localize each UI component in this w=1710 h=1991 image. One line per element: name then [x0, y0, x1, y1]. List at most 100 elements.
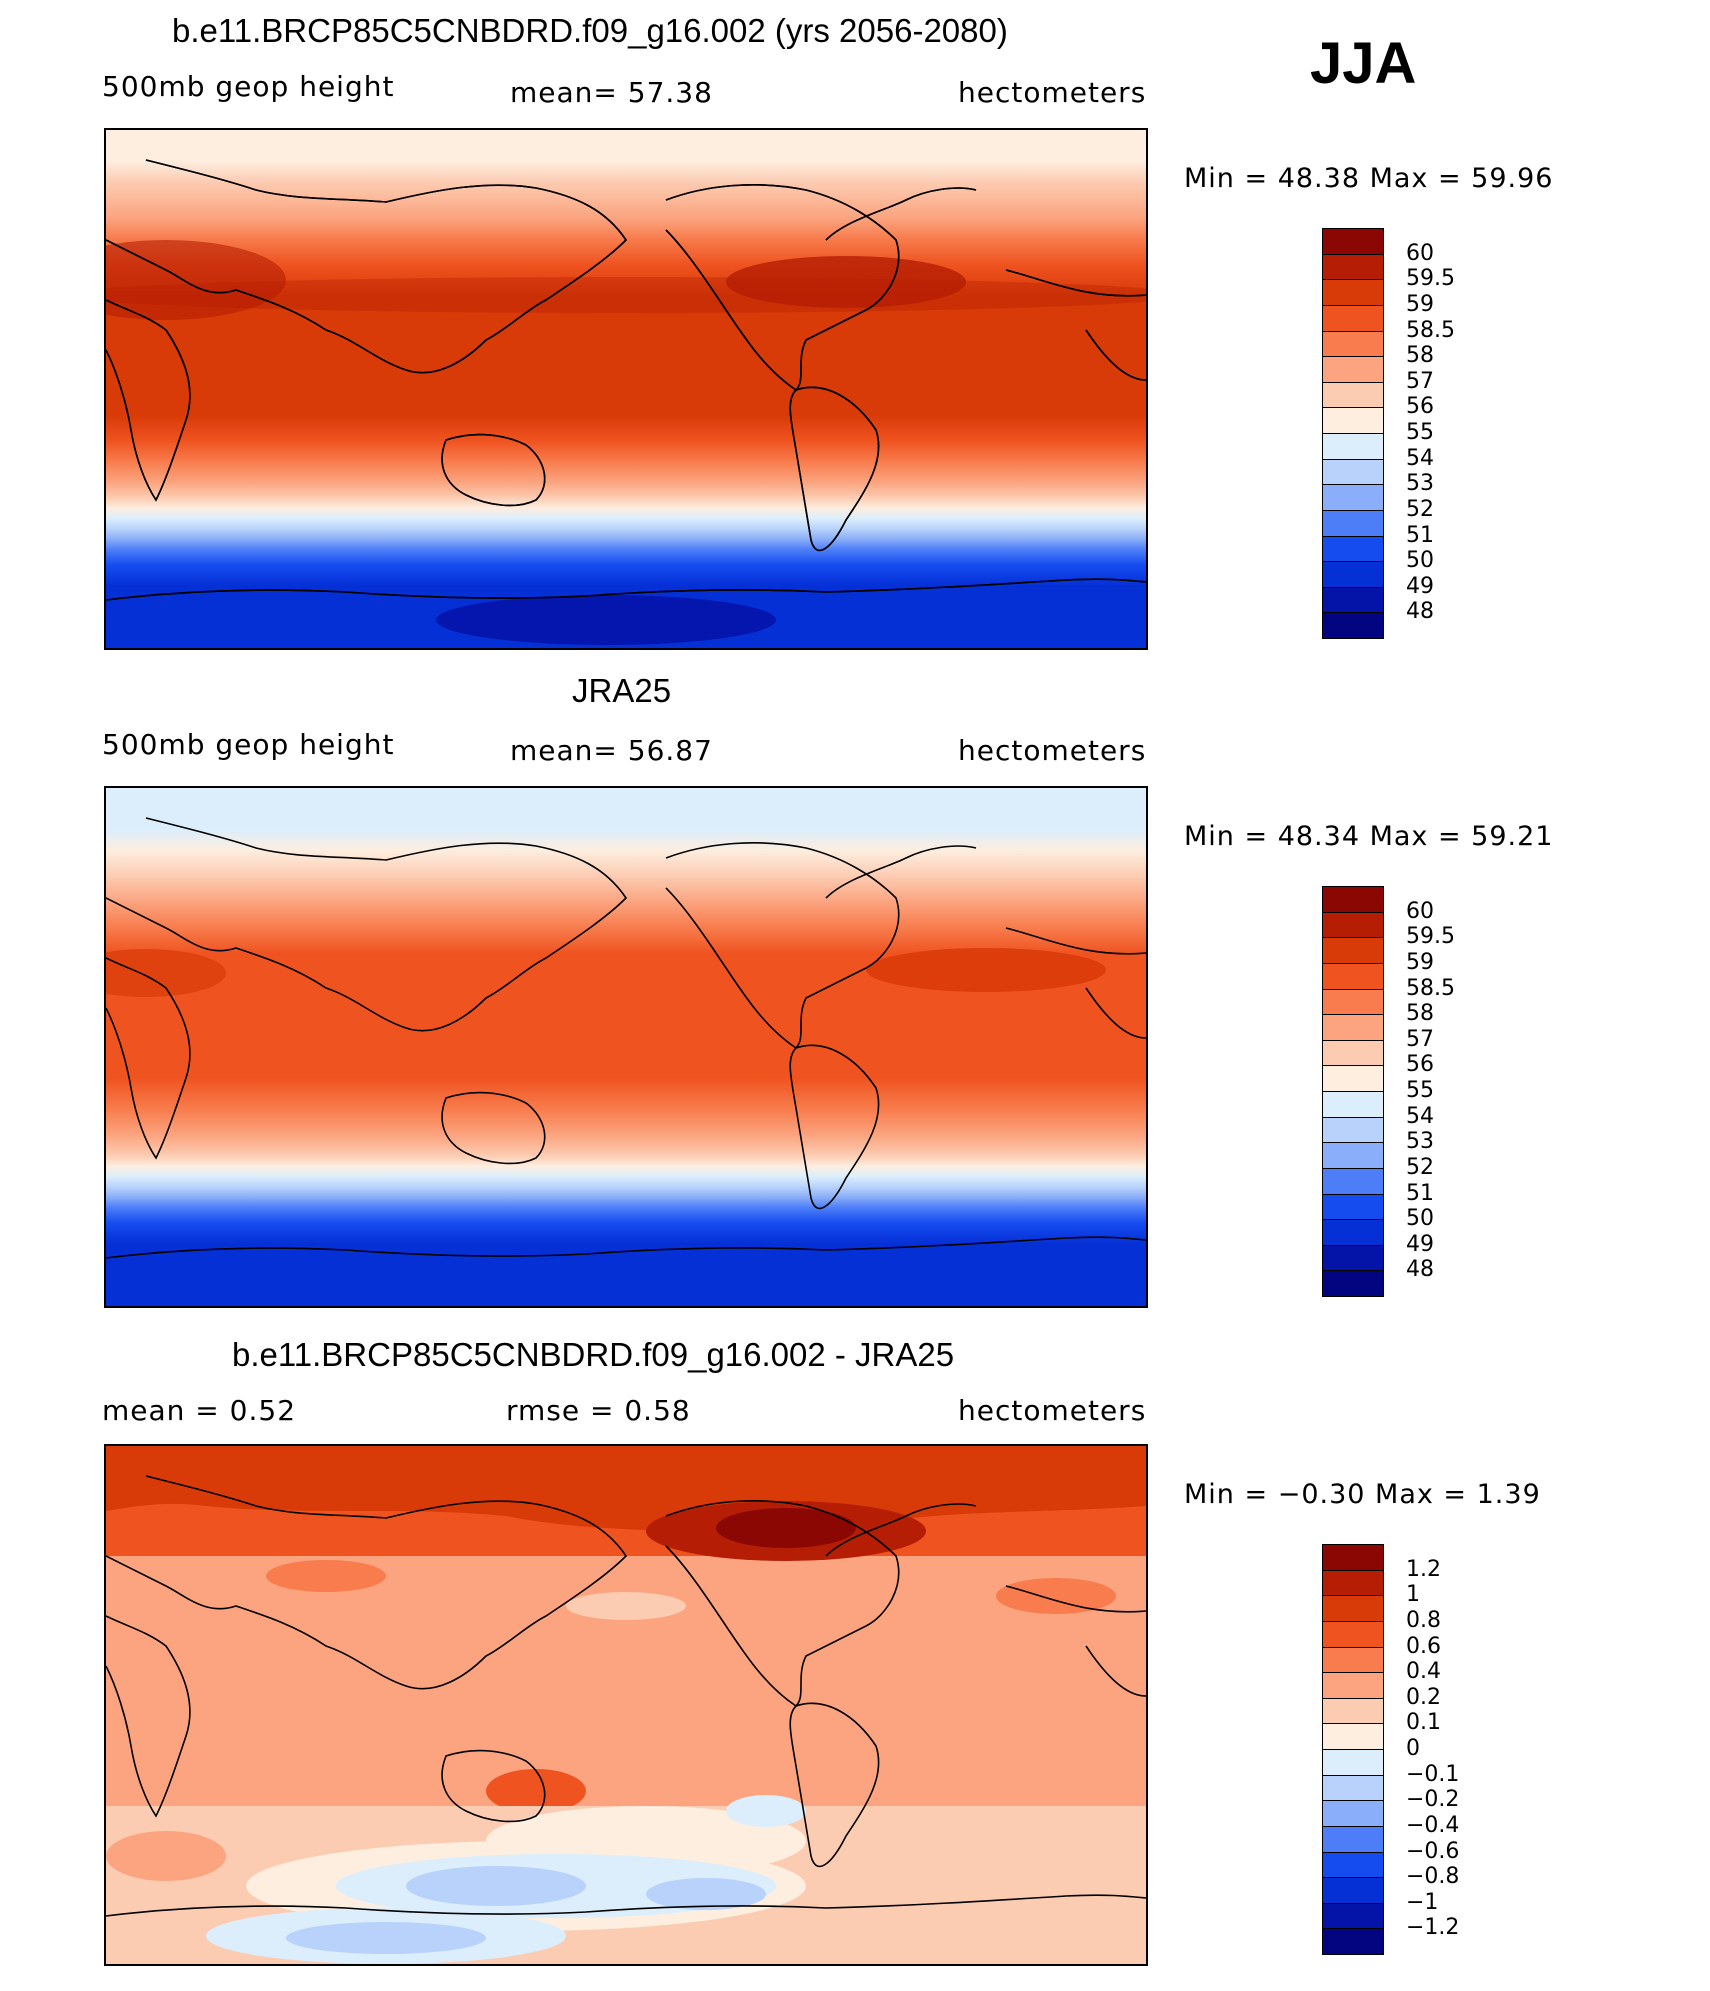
colorbar-swatch: [1322, 228, 1384, 255]
colorbar-label: −0.8: [1406, 1864, 1460, 1890]
colorbar-swatch: [1322, 304, 1384, 332]
panel-1-variable-label: 500mb geop height: [102, 70, 395, 103]
colorbar-swatch: [1322, 1749, 1384, 1776]
colorbar-label: 0: [1406, 1736, 1420, 1761]
colorbar-label: 53: [1406, 1129, 1434, 1155]
colorbar-label: 0.1: [1406, 1710, 1441, 1736]
colorbar-label: −0.2: [1406, 1787, 1460, 1813]
colorbar-swatch: [1322, 937, 1384, 964]
colorbar-label: 59.5: [1406, 266, 1455, 292]
colorbar-label: 51: [1406, 1180, 1434, 1206]
panel-2-map-svg: [106, 788, 1146, 1306]
colorbar-label: 56: [1406, 1052, 1434, 1078]
colorbar-label: 49: [1406, 1231, 1434, 1257]
colorbar-swatch: [1322, 1697, 1384, 1725]
colorbar-swatch: [1322, 509, 1384, 537]
colorbar-label: 57: [1406, 1026, 1434, 1052]
colorbar-swatch: [1322, 279, 1384, 306]
colorbar-label: 0.6: [1406, 1633, 1441, 1659]
panel-3-mean-label: mean = 0.52: [102, 1394, 297, 1427]
colorbar-swatch: [1322, 962, 1384, 990]
colorbar-label: 52: [1406, 496, 1434, 522]
colorbar-label: 57: [1406, 368, 1434, 394]
colorbar-label: 1: [1406, 1582, 1420, 1608]
colorbar-label: 56: [1406, 394, 1434, 420]
panel-1-title: b.e11.BRCP85C5CNBDRD.f09_g16.002 (yrs 20…: [172, 12, 1008, 49]
colorbar-swatch: [1322, 1544, 1384, 1571]
colorbar-swatch: [1322, 1167, 1384, 1195]
panel-1-map-svg: [106, 130, 1146, 648]
colorbar-label: 60: [1406, 240, 1434, 266]
panel-3-map-svg: [106, 1446, 1146, 1964]
colorbar-label: 59.5: [1406, 924, 1455, 950]
colorbar-swatch: [1322, 1116, 1384, 1144]
panel-3-map: [104, 1444, 1148, 1966]
panel-2-variable-label: 500mb geop height: [102, 728, 395, 761]
colorbar-label: −0.1: [1406, 1761, 1460, 1787]
colorbar-label: −1.2: [1406, 1915, 1460, 1941]
colorbar-label: 60: [1406, 898, 1434, 924]
panel-2-colorbar: 48 49 50 51 52 53 54 55 56 57 58 58.5 59 59.5 60: [1322, 886, 1455, 1297]
colorbar-label: 51: [1406, 522, 1434, 548]
colorbar-label: −1: [1406, 1889, 1439, 1915]
colorbar-swatch: [1322, 1800, 1384, 1827]
colorbar-swatch: [1322, 1825, 1384, 1853]
colorbar-swatch: [1322, 458, 1384, 486]
colorbar-swatch: [1322, 1723, 1384, 1750]
colorbar-label: 49: [1406, 573, 1434, 599]
colorbar-label: 50: [1406, 548, 1434, 574]
colorbar-swatch: [1322, 1646, 1384, 1674]
colorbar-swatch: [1322, 1928, 1384, 1955]
colorbar-label: 59: [1406, 949, 1434, 975]
colorbar-swatch: [1322, 988, 1384, 1016]
panel-1-colorbar: 48 49 50 51 52 53 54 55 56 57 58 58.5 59 59.5 60: [1322, 228, 1455, 639]
panel-1-mean-label: mean= 57.38: [510, 76, 713, 109]
colorbar-label: 52: [1406, 1154, 1434, 1180]
colorbar-swatch: [1322, 535, 1384, 563]
colorbar-swatch: [1322, 886, 1384, 913]
season-label: JJA: [1310, 31, 1417, 96]
panel-1-map: [104, 128, 1148, 650]
colorbar-label: −0.6: [1406, 1838, 1460, 1864]
colorbar-label: 55: [1406, 420, 1434, 445]
panel-3-minmax: Min = −0.30 Max = 1.39: [1184, 1479, 1541, 1510]
colorbar-label: 55: [1406, 1078, 1434, 1103]
panel-1-units-label: hectometers: [958, 76, 1147, 109]
colorbar-swatch: [1322, 1219, 1384, 1246]
colorbar-swatch: [1322, 1014, 1384, 1041]
colorbar-label: 48: [1406, 1257, 1434, 1283]
colorbar-swatch: [1322, 1193, 1384, 1221]
panel-3-title: b.e11.BRCP85C5CNBDRD.f09_g16.002 - JRA25: [232, 1336, 955, 1373]
colorbar-swatch: [1322, 1595, 1384, 1622]
panel-2-minmax: Min = 48.34 Max = 59.21: [1184, 821, 1554, 852]
colorbar-swatch: [1322, 911, 1384, 939]
colorbar-label: 58.5: [1406, 317, 1455, 343]
panel-3-colorbar: −1.2 −1 −0.8 −0.6 −0.4 −0.2 −0.1 0 0.1 0.2 0.4 0.6 0…: [1322, 1544, 1459, 1955]
colorbar-swatch: [1322, 330, 1384, 358]
colorbar-swatch: [1322, 1620, 1384, 1648]
colorbar-label: 0.4: [1406, 1659, 1441, 1685]
colorbar-swatch: [1322, 1851, 1384, 1879]
colorbar-label: 48: [1406, 599, 1434, 625]
colorbar-label: 58: [1406, 1001, 1434, 1027]
colorbar-swatch: [1322, 1270, 1384, 1297]
panel-2-title: JRA25: [572, 672, 672, 709]
panel-2-units-label: hectometers: [958, 734, 1147, 767]
colorbar-label: 53: [1406, 471, 1434, 497]
colorbar-swatch: [1322, 484, 1384, 511]
colorbar-swatch: [1322, 586, 1384, 614]
colorbar-swatch: [1322, 561, 1384, 588]
colorbar-label: 54: [1406, 1103, 1434, 1129]
colorbar-swatch: [1322, 1142, 1384, 1169]
colorbar-label: 0.8: [1406, 1607, 1441, 1633]
colorbar-label: −0.4: [1406, 1812, 1460, 1838]
panel-2-mean-label: mean= 56.87: [510, 734, 713, 767]
colorbar-swatch: [1322, 253, 1384, 281]
colorbar-swatch: [1322, 1039, 1384, 1067]
colorbar-swatch: [1322, 381, 1384, 409]
colorbar-label: 54: [1406, 445, 1434, 471]
colorbar-swatch: [1322, 1672, 1384, 1699]
colorbar-label: 59: [1406, 291, 1434, 317]
colorbar-swatch: [1322, 433, 1384, 460]
colorbar-swatch: [1322, 356, 1384, 383]
